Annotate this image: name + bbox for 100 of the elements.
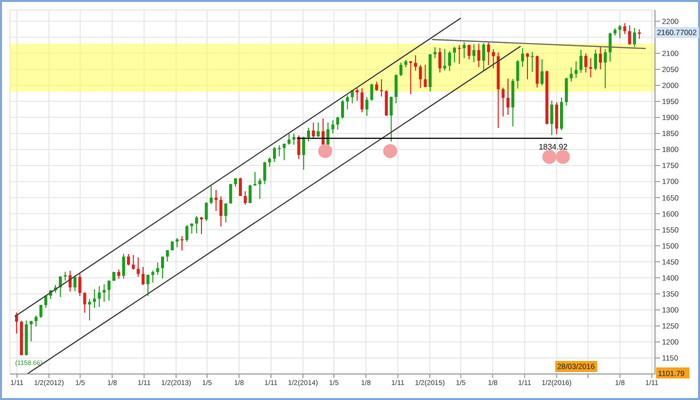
candlestick bbox=[83, 292, 86, 314]
candlestick bbox=[380, 78, 383, 98]
candlestick bbox=[468, 44, 471, 60]
candlestick bbox=[185, 224, 188, 242]
candlestick bbox=[219, 196, 222, 227]
candlestick bbox=[628, 24, 632, 46]
candlestick bbox=[30, 320, 33, 342]
candlestick bbox=[540, 58, 544, 86]
candlestick bbox=[307, 127, 310, 142]
candlestick bbox=[458, 44, 461, 64]
candlestick bbox=[594, 49, 598, 71]
candlestick bbox=[142, 266, 145, 286]
candlestick bbox=[180, 236, 184, 252]
candlestick bbox=[195, 215, 198, 234]
candlestick bbox=[638, 28, 641, 40]
candlestick bbox=[530, 52, 534, 72]
candlestick bbox=[102, 284, 106, 302]
candlestick bbox=[604, 48, 607, 89]
candlestick bbox=[365, 96, 368, 116]
candlestick bbox=[434, 46, 436, 59]
candlestick bbox=[632, 27, 636, 48]
candlestick bbox=[564, 77, 568, 106]
candlestick bbox=[618, 24, 622, 39]
candlestick bbox=[244, 190, 247, 206]
candlestick bbox=[151, 270, 154, 284]
candlestick bbox=[136, 256, 140, 278]
candlestick bbox=[170, 240, 174, 252]
candlestick bbox=[78, 272, 82, 297]
candlestick bbox=[370, 83, 374, 102]
candlestick bbox=[598, 46, 602, 70]
candlestick bbox=[521, 48, 524, 68]
candlestick bbox=[316, 122, 320, 138]
candlestick bbox=[210, 185, 213, 205]
candlestick bbox=[341, 99, 344, 120]
candlestick bbox=[146, 274, 150, 297]
candlestick bbox=[92, 288, 96, 308]
candlestick bbox=[44, 294, 48, 308]
candlestick bbox=[214, 189, 218, 212]
candlestick bbox=[516, 60, 520, 90]
candlestick bbox=[302, 136, 306, 170]
candlestick bbox=[570, 66, 573, 82]
candlestick bbox=[506, 78, 510, 116]
candlestick bbox=[346, 94, 349, 110]
candlestick bbox=[288, 133, 291, 146]
candlestick bbox=[122, 253, 126, 280]
candlestick bbox=[487, 42, 490, 66]
candlestick bbox=[448, 50, 452, 72]
candlestick bbox=[292, 132, 296, 146]
candlestick bbox=[126, 254, 130, 266]
candlestick bbox=[462, 42, 466, 59]
candlestick bbox=[224, 202, 228, 223]
candlestick bbox=[248, 184, 252, 204]
candlestick bbox=[584, 52, 588, 74]
candlestick bbox=[623, 22, 626, 35]
candlestick bbox=[282, 143, 286, 161]
candlestick bbox=[117, 268, 120, 280]
candlestick bbox=[574, 60, 578, 78]
candlestick bbox=[39, 304, 42, 318]
candlestick bbox=[331, 120, 334, 134]
candlestick bbox=[356, 88, 359, 102]
candlestick bbox=[438, 47, 442, 74]
candlestick bbox=[482, 42, 486, 72]
candlestick bbox=[502, 87, 505, 117]
candlestick bbox=[253, 171, 256, 186]
candlestick bbox=[166, 250, 169, 262]
candlestick bbox=[200, 216, 203, 235]
candlestick bbox=[418, 64, 422, 88]
candlestick bbox=[161, 256, 164, 279]
candlestick bbox=[263, 162, 266, 185]
annotation: 1834.92 bbox=[538, 142, 568, 152]
candlestick bbox=[477, 43, 480, 68]
candlestick bbox=[238, 177, 242, 197]
candlestick bbox=[258, 178, 262, 200]
candlestick bbox=[297, 134, 300, 160]
candlestick bbox=[492, 48, 495, 69]
candlestick bbox=[394, 74, 398, 104]
candlestick bbox=[156, 262, 160, 276]
candlestick bbox=[424, 64, 427, 88]
candlestick bbox=[589, 58, 592, 78]
candlestick bbox=[579, 49, 582, 74]
candlestick bbox=[73, 275, 76, 292]
candlestick bbox=[98, 286, 101, 308]
candlestick bbox=[452, 46, 456, 63]
candlestick bbox=[132, 254, 135, 270]
candlestick bbox=[88, 298, 92, 321]
candlestick bbox=[112, 271, 116, 282]
candlestick bbox=[34, 315, 38, 328]
candlestick bbox=[608, 32, 612, 62]
candlestick bbox=[390, 96, 393, 142]
candlestick bbox=[399, 62, 402, 77]
candlestick bbox=[272, 146, 276, 163]
candlestick bbox=[414, 54, 418, 72]
candlestick bbox=[312, 122, 315, 140]
candlestick bbox=[268, 157, 272, 168]
candlestick bbox=[108, 280, 111, 302]
candlestick bbox=[278, 144, 281, 157]
candlestick bbox=[550, 100, 554, 136]
candlestick bbox=[336, 116, 340, 130]
candlestick bbox=[409, 60, 412, 95]
candlestick bbox=[360, 88, 364, 113]
